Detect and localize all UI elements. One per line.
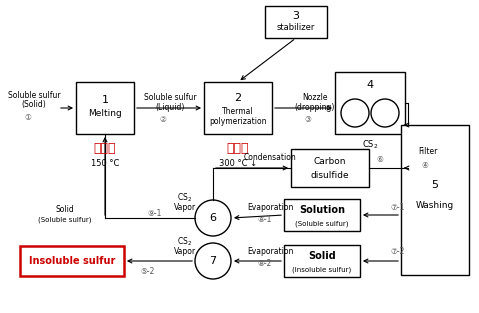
Text: Nozzle: Nozzle — [302, 93, 328, 101]
Bar — [20, 246, 124, 276]
Text: 🔥🔥🔥: 🔥🔥🔥 — [94, 141, 116, 155]
Text: CS$_2$: CS$_2$ — [177, 192, 193, 204]
Text: 5: 5 — [432, 180, 438, 190]
Text: (Insoluble sulfur): (Insoluble sulfur) — [292, 267, 352, 273]
Text: (Soluble sulfur): (Soluble sulfur) — [38, 217, 92, 223]
Circle shape — [195, 243, 231, 279]
Text: ⑦-2: ⑦-2 — [391, 248, 405, 256]
Text: 6: 6 — [209, 213, 217, 223]
Text: 300 °C ↓: 300 °C ↓ — [219, 160, 257, 168]
Text: 3: 3 — [293, 11, 299, 21]
Text: Evaporation: Evaporation — [247, 248, 293, 256]
Text: Carbon: Carbon — [314, 156, 346, 166]
Text: Soluble sulfur: Soluble sulfur — [8, 90, 60, 100]
Bar — [284, 245, 360, 277]
Circle shape — [195, 200, 231, 236]
Text: (Liquid): (Liquid) — [155, 102, 185, 111]
Text: CS$_2$: CS$_2$ — [362, 139, 378, 151]
Text: stabilizer: stabilizer — [277, 23, 315, 33]
Text: 🔥🔥🔥: 🔥🔥🔥 — [227, 141, 249, 155]
Text: 4: 4 — [366, 80, 374, 90]
Text: (Solid): (Solid) — [22, 100, 46, 110]
Bar — [265, 6, 327, 38]
Text: polymerization: polymerization — [209, 117, 267, 126]
Text: Filter: Filter — [418, 147, 437, 156]
Bar — [284, 199, 360, 231]
Text: Solution: Solution — [299, 205, 345, 215]
Text: 7: 7 — [209, 256, 217, 266]
Text: Soluble sulfur: Soluble sulfur — [144, 93, 196, 101]
Bar — [401, 125, 469, 275]
Text: Thermal: Thermal — [222, 106, 254, 115]
Text: ②: ② — [160, 115, 166, 124]
Text: ⑥: ⑥ — [376, 156, 383, 165]
Text: Insoluble sulfur: Insoluble sulfur — [29, 256, 115, 266]
Text: Solid: Solid — [56, 206, 74, 214]
Text: ⑤-2: ⑤-2 — [141, 268, 155, 276]
Text: ⑦-1: ⑦-1 — [391, 203, 405, 212]
Text: disulfide: disulfide — [311, 171, 349, 179]
Text: 2: 2 — [234, 93, 241, 103]
Text: ③: ③ — [305, 115, 311, 124]
Text: Vapor: Vapor — [174, 203, 196, 213]
Text: Vapor: Vapor — [174, 248, 196, 256]
Text: ⑧-1: ⑧-1 — [258, 214, 272, 223]
Text: Washing: Washing — [416, 201, 454, 209]
Text: (Soluble sulfur): (Soluble sulfur) — [295, 221, 349, 227]
Bar — [76, 82, 134, 134]
Bar — [204, 82, 272, 134]
Bar — [335, 72, 405, 134]
Circle shape — [341, 99, 369, 127]
Circle shape — [371, 99, 399, 127]
Text: ⑧-2: ⑧-2 — [258, 259, 272, 269]
Text: Melting: Melting — [88, 109, 122, 117]
Text: CS$_2$: CS$_2$ — [177, 236, 193, 248]
Text: 1: 1 — [102, 95, 109, 105]
Text: Solid: Solid — [308, 251, 336, 261]
Text: 150 °C: 150 °C — [91, 160, 119, 168]
Text: Condensation: Condensation — [244, 153, 297, 162]
Bar — [291, 149, 369, 187]
Text: ⑨-1: ⑨-1 — [148, 208, 162, 218]
Text: ①: ① — [24, 114, 32, 122]
Text: Evaporation: Evaporation — [247, 203, 293, 212]
Text: (dropping): (dropping) — [295, 102, 335, 111]
Text: ④: ④ — [421, 162, 428, 171]
